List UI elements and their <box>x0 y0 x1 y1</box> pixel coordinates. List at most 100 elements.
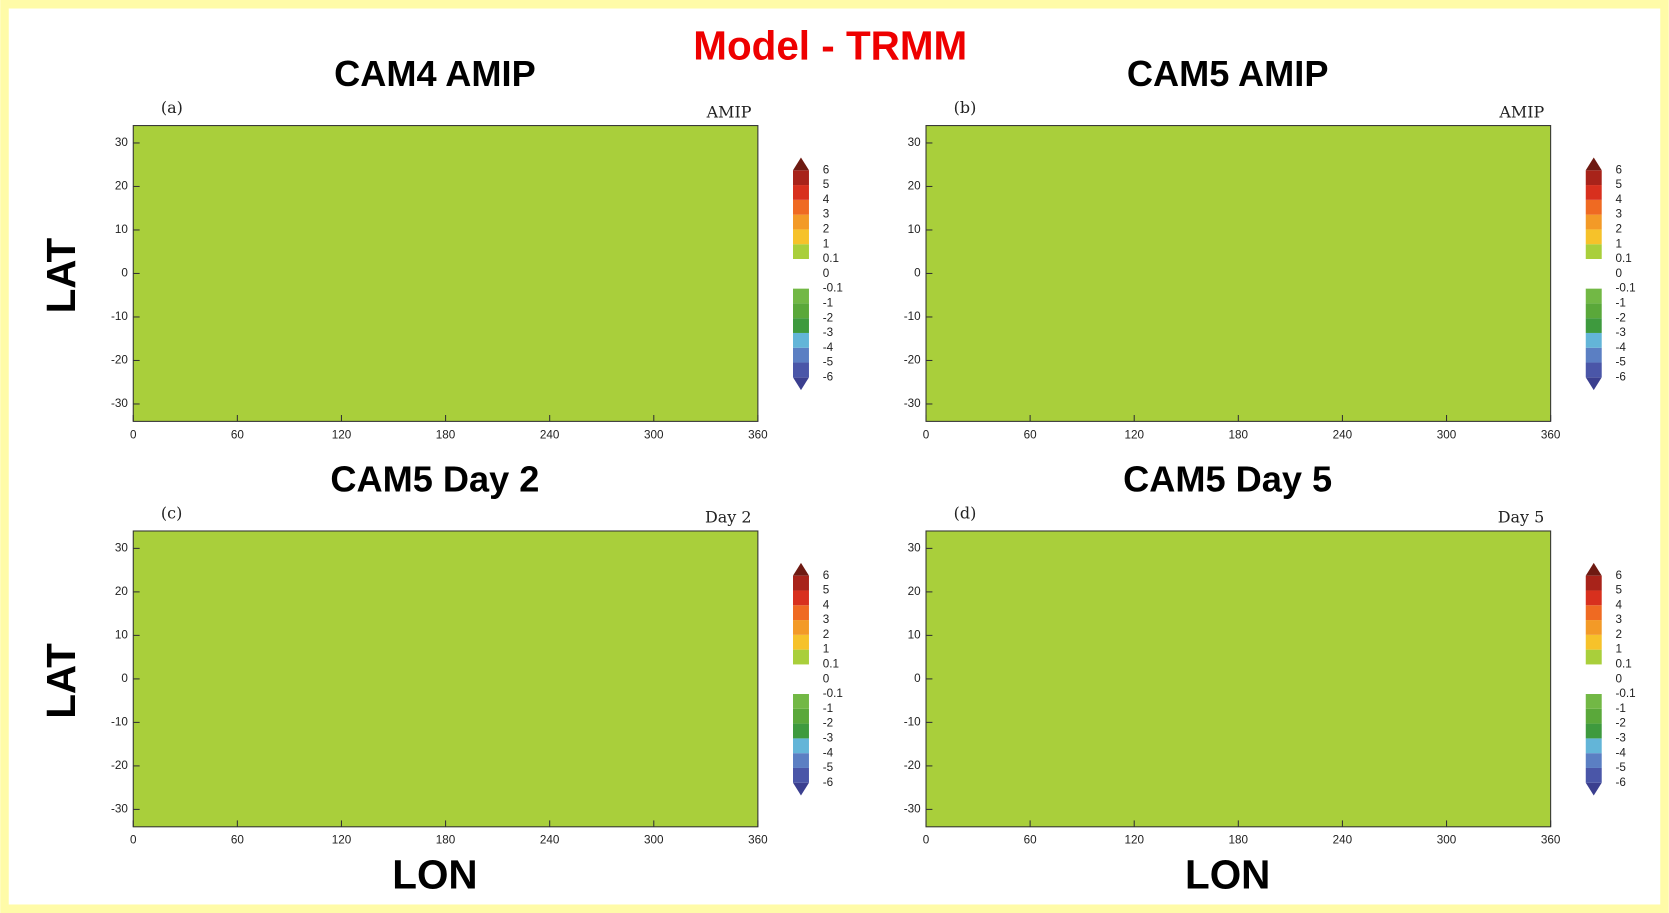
colorbar-label: 5 <box>1616 584 1623 597</box>
y-tick-label: -30 <box>111 397 128 410</box>
colorbar-label: 0 <box>1616 672 1623 685</box>
colorbar-label: -3 <box>823 731 833 744</box>
y-tick-label: -20 <box>904 759 921 772</box>
x-tick-label: 300 <box>644 834 664 847</box>
x-tick-label: 120 <box>1124 428 1144 441</box>
colorbar-bin <box>1586 348 1602 363</box>
y-tick-label: 0 <box>121 267 128 280</box>
colorbar-bin <box>1586 363 1602 378</box>
x-tick-label: 120 <box>1124 834 1144 847</box>
panel-label: (b) <box>954 98 977 117</box>
x-tick-label: 300 <box>1437 834 1457 847</box>
colorbar-label: 2 <box>823 223 830 236</box>
colorbar-label: -6 <box>1616 776 1626 789</box>
colorbar-bin <box>1586 590 1602 605</box>
colorbar-label: 0 <box>823 267 830 280</box>
colorbar-label: -3 <box>1616 326 1626 339</box>
colorbar-label: -5 <box>823 761 834 774</box>
colorbar-bin <box>793 170 809 185</box>
colorbar-bin <box>793 576 809 591</box>
colorbar-label: 6 <box>1616 163 1623 176</box>
y-tick-label: 30 <box>908 541 922 554</box>
colorbar-label: 6 <box>823 569 830 582</box>
colorbar-bin <box>793 664 809 679</box>
colorbar-label: 5 <box>823 584 830 597</box>
map-field <box>926 126 1551 422</box>
y-tick-label: 0 <box>121 672 128 685</box>
y-tick-label: -20 <box>111 759 128 772</box>
colorbar-bin <box>1586 694 1602 709</box>
x-tick-label: 180 <box>1229 428 1249 441</box>
colorbar-label: 1 <box>823 237 830 250</box>
colorbar-label: 4 <box>823 598 830 611</box>
colorbar-label: 4 <box>1616 598 1623 611</box>
colorbar-label: -1 <box>823 296 833 309</box>
colorbar-label: -5 <box>823 356 834 369</box>
y-tick-label: -10 <box>904 310 921 323</box>
y-tick-label: 20 <box>908 585 922 598</box>
y-tick-label: -10 <box>904 715 921 728</box>
colorbar-label: 2 <box>1616 628 1623 641</box>
colorbar-bin <box>793 635 809 650</box>
figure: Model - TRMM CAM4 AMIP(a)AMIP06012018024… <box>0 0 1669 913</box>
panel-label: (a) <box>161 98 183 117</box>
annotation: Day 5 <box>1498 508 1545 527</box>
x-tick-label: 300 <box>1437 428 1457 441</box>
colorbar-bin <box>793 229 809 244</box>
x-tick-label: 60 <box>231 428 245 441</box>
colorbar-bin <box>793 348 809 363</box>
y-axis-label: LAT <box>38 643 84 719</box>
x-tick-label: 120 <box>332 834 352 847</box>
x-tick-label: 240 <box>540 428 560 441</box>
colorbar-bin <box>1586 215 1602 230</box>
colorbar-bin <box>1586 200 1602 215</box>
colorbar-bin <box>793 244 809 259</box>
colorbar-bin <box>1586 303 1602 318</box>
colorbar-bin <box>1586 244 1602 259</box>
colorbar-label: 0.1 <box>1616 252 1632 265</box>
colorbar-bin <box>793 724 809 739</box>
y-tick-label: 10 <box>115 628 129 641</box>
panel-title: CAM5 Day 5 <box>1123 459 1332 500</box>
map-field <box>133 531 758 827</box>
colorbar-label: 3 <box>823 208 830 221</box>
colorbar-label: 5 <box>823 178 830 191</box>
x-tick-label: 0 <box>923 428 930 441</box>
colorbar-bin <box>1586 753 1602 768</box>
colorbar-label: 0 <box>823 672 830 685</box>
colorbar-label: -0.1 <box>823 282 843 295</box>
x-tick-label: 60 <box>231 834 245 847</box>
y-tick-label: -30 <box>904 397 921 410</box>
colorbar-bin <box>793 200 809 215</box>
y-axis-label: LAT <box>38 238 84 314</box>
colorbar-bin <box>793 259 809 274</box>
colorbar-label: -6 <box>823 776 833 789</box>
colorbar-label: -2 <box>823 717 833 730</box>
x-tick-label: 360 <box>748 834 768 847</box>
x-tick-label: 360 <box>1541 834 1561 847</box>
colorbar-label: 6 <box>1616 569 1623 582</box>
panel-title: CAM5 Day 2 <box>330 459 539 500</box>
x-tick-label: 180 <box>436 834 456 847</box>
colorbar-label: -6 <box>1616 370 1626 383</box>
colorbar-bin <box>1586 679 1602 694</box>
colorbar-bin <box>793 363 809 378</box>
colorbar-bin <box>793 590 809 605</box>
x-tick-label: 60 <box>1024 428 1038 441</box>
colorbar-bin <box>1586 650 1602 665</box>
colorbar-label: 3 <box>1616 613 1623 626</box>
colorbar-bin <box>793 185 809 200</box>
colorbar-label: -5 <box>1616 761 1627 774</box>
colorbar-label: 1 <box>1616 237 1623 250</box>
colorbar-label: 0 <box>1616 267 1623 280</box>
colorbar-label: -0.1 <box>823 687 843 700</box>
colorbar-label: 1 <box>1616 643 1623 656</box>
colorbar-label: 6 <box>823 163 830 176</box>
colorbar-bin <box>1586 709 1602 724</box>
colorbar-label: -4 <box>1616 341 1627 354</box>
x-tick-label: 240 <box>540 834 560 847</box>
y-tick-label: -20 <box>111 354 128 367</box>
y-tick-label: 0 <box>914 267 921 280</box>
colorbar-label: -1 <box>1616 296 1626 309</box>
colorbar-bin <box>793 650 809 665</box>
